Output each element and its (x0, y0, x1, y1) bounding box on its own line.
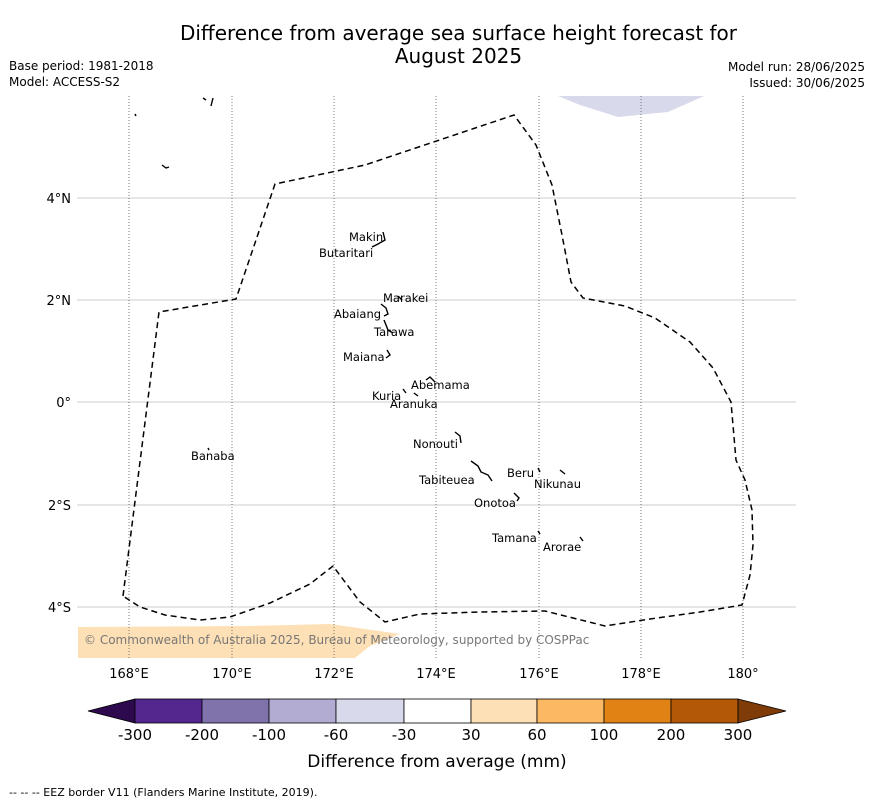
lon-tick: 174°E (416, 667, 456, 682)
model-run: Model run: 28/06/2025 (727, 60, 865, 74)
positive-anomaly-patch (78, 624, 400, 658)
island-label: Abemama (411, 378, 470, 392)
colorbar-tick: 30 (461, 726, 480, 744)
lon-tick: 180° (727, 667, 758, 682)
colorbar-max-extension (737, 698, 787, 724)
lat-tick: 2°N (47, 294, 72, 309)
meta-left: Base period: 1981-2018 Model: ACCESS-S2 (9, 58, 154, 90)
lat-tick: 4°S (48, 601, 71, 616)
island-label: Nonouti (413, 437, 458, 451)
colorbar-tick: 100 (590, 726, 619, 744)
island-label: Makin (349, 230, 383, 244)
colorbar-label: Difference from average (mm) (307, 752, 566, 772)
colorbar-tick: -100 (252, 726, 286, 744)
lon-gridlines (128, 96, 744, 658)
island-label: Tarawa (373, 325, 414, 339)
island-label: Kuria (372, 389, 401, 403)
island-label: Butaritari (319, 246, 373, 260)
island-label: Onotoa (474, 496, 516, 510)
eez-border (122, 114, 754, 627)
lon-tick: 178°E (621, 667, 661, 682)
title-line-2: August 2025 (394, 44, 523, 68)
lat-tick: 2°S (48, 499, 71, 514)
colorbar-min-extension (87, 698, 136, 724)
colorbar-tick: 60 (527, 726, 546, 744)
island-outlines (134, 97, 584, 542)
meta-right: Model run: 28/06/2025 Issued: 30/06/2025 (728, 59, 865, 91)
colorbar-bin (403, 698, 472, 724)
island-label: Banaba (191, 449, 235, 463)
island-label: Abaiang (334, 307, 381, 321)
colorbar-tick: 300 (724, 726, 753, 744)
island-label: Nikunau (534, 477, 581, 491)
island-label: Tamana (491, 531, 537, 545)
colorbar-bin (335, 698, 405, 724)
lon-tick: 168°E (109, 667, 149, 682)
colorbar-bin (268, 698, 337, 724)
island-label: Beru (507, 466, 534, 480)
colorbar-bin (470, 698, 538, 724)
island-label: Aranuka (390, 397, 438, 411)
lon-tick: 170°E (212, 667, 252, 682)
colorbar-tick: -30 (392, 726, 417, 744)
island-label: Marakei (383, 291, 428, 305)
footnote: -- -- -- EEZ border V11 (Flanders Marine… (9, 786, 318, 799)
issued-date: Issued: 30/06/2025 (749, 76, 865, 90)
colorbar-bin (670, 698, 739, 724)
negative-anomaly-patch (558, 96, 704, 117)
lat-tick: 0° (56, 396, 71, 411)
colorbar-tick: -60 (324, 726, 349, 744)
lon-tick: 172°E (314, 667, 354, 682)
title-line-1: Difference from average sea surface heig… (179, 21, 738, 45)
copyright-text: © Commonwealth of Australia 2025, Bureau… (84, 633, 589, 647)
colorbar-bin (536, 698, 605, 724)
island-label: Arorae (543, 540, 581, 554)
island-label: Tabiteuea (418, 473, 475, 487)
island-label: Maiana (343, 350, 385, 364)
colorbar-tick: -200 (185, 726, 219, 744)
lon-tick: 176°E (519, 667, 559, 682)
colorbar (87, 698, 787, 724)
page-title: Difference from average sea surface heig… (0, 22, 873, 68)
lat-tick: 4°N (47, 192, 72, 207)
model-name: Model: ACCESS-S2 (9, 75, 121, 89)
colorbar-bin (201, 698, 270, 724)
base-period: Base period: 1981-2018 (9, 59, 154, 73)
colorbar-bin (603, 698, 672, 724)
colorbar-tick: 200 (657, 726, 686, 744)
lat-gridlines (77, 197, 796, 608)
colorbar-tick: -300 (118, 726, 152, 744)
colorbar-bin (134, 698, 203, 724)
